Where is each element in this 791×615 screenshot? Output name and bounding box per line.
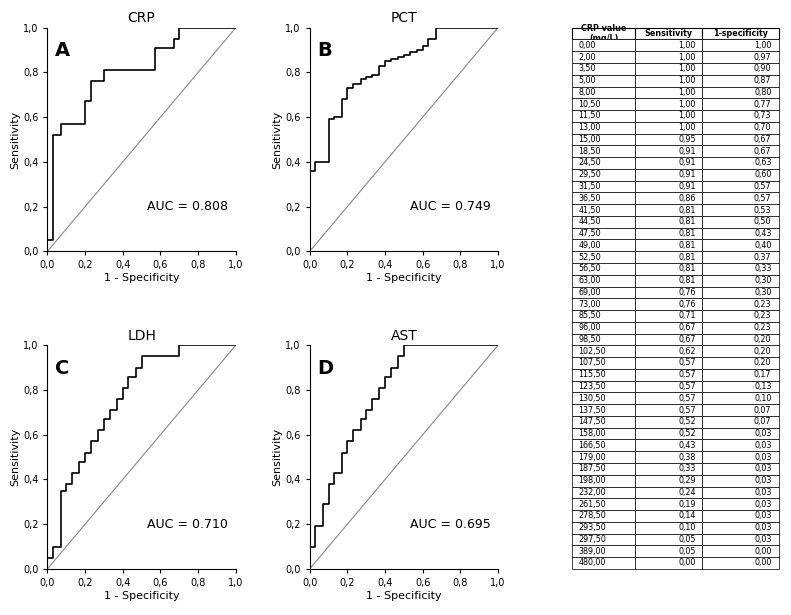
Y-axis label: Sensitivity: Sensitivity bbox=[272, 110, 282, 169]
Y-axis label: Sensitivity: Sensitivity bbox=[272, 428, 282, 486]
X-axis label: 1 - Specificity: 1 - Specificity bbox=[104, 590, 180, 601]
Y-axis label: Sensitivity: Sensitivity bbox=[10, 428, 20, 486]
Title: AST: AST bbox=[391, 328, 418, 343]
Text: AUC = 0.695: AUC = 0.695 bbox=[410, 518, 490, 531]
X-axis label: 1 - Specificity: 1 - Specificity bbox=[366, 273, 441, 283]
Title: CRP: CRP bbox=[127, 11, 156, 25]
Text: C: C bbox=[55, 359, 70, 378]
Y-axis label: Sensitivity: Sensitivity bbox=[10, 110, 20, 169]
Text: D: D bbox=[317, 359, 333, 378]
Text: AUC = 0.808: AUC = 0.808 bbox=[147, 200, 229, 213]
Text: B: B bbox=[317, 41, 332, 60]
X-axis label: 1 - Specificity: 1 - Specificity bbox=[366, 590, 441, 601]
Text: AUC = 0.749: AUC = 0.749 bbox=[410, 200, 490, 213]
Title: PCT: PCT bbox=[391, 11, 417, 25]
Text: A: A bbox=[55, 41, 70, 60]
Title: LDH: LDH bbox=[127, 328, 156, 343]
Text: AUC = 0.710: AUC = 0.710 bbox=[147, 518, 229, 531]
X-axis label: 1 - Specificity: 1 - Specificity bbox=[104, 273, 180, 283]
